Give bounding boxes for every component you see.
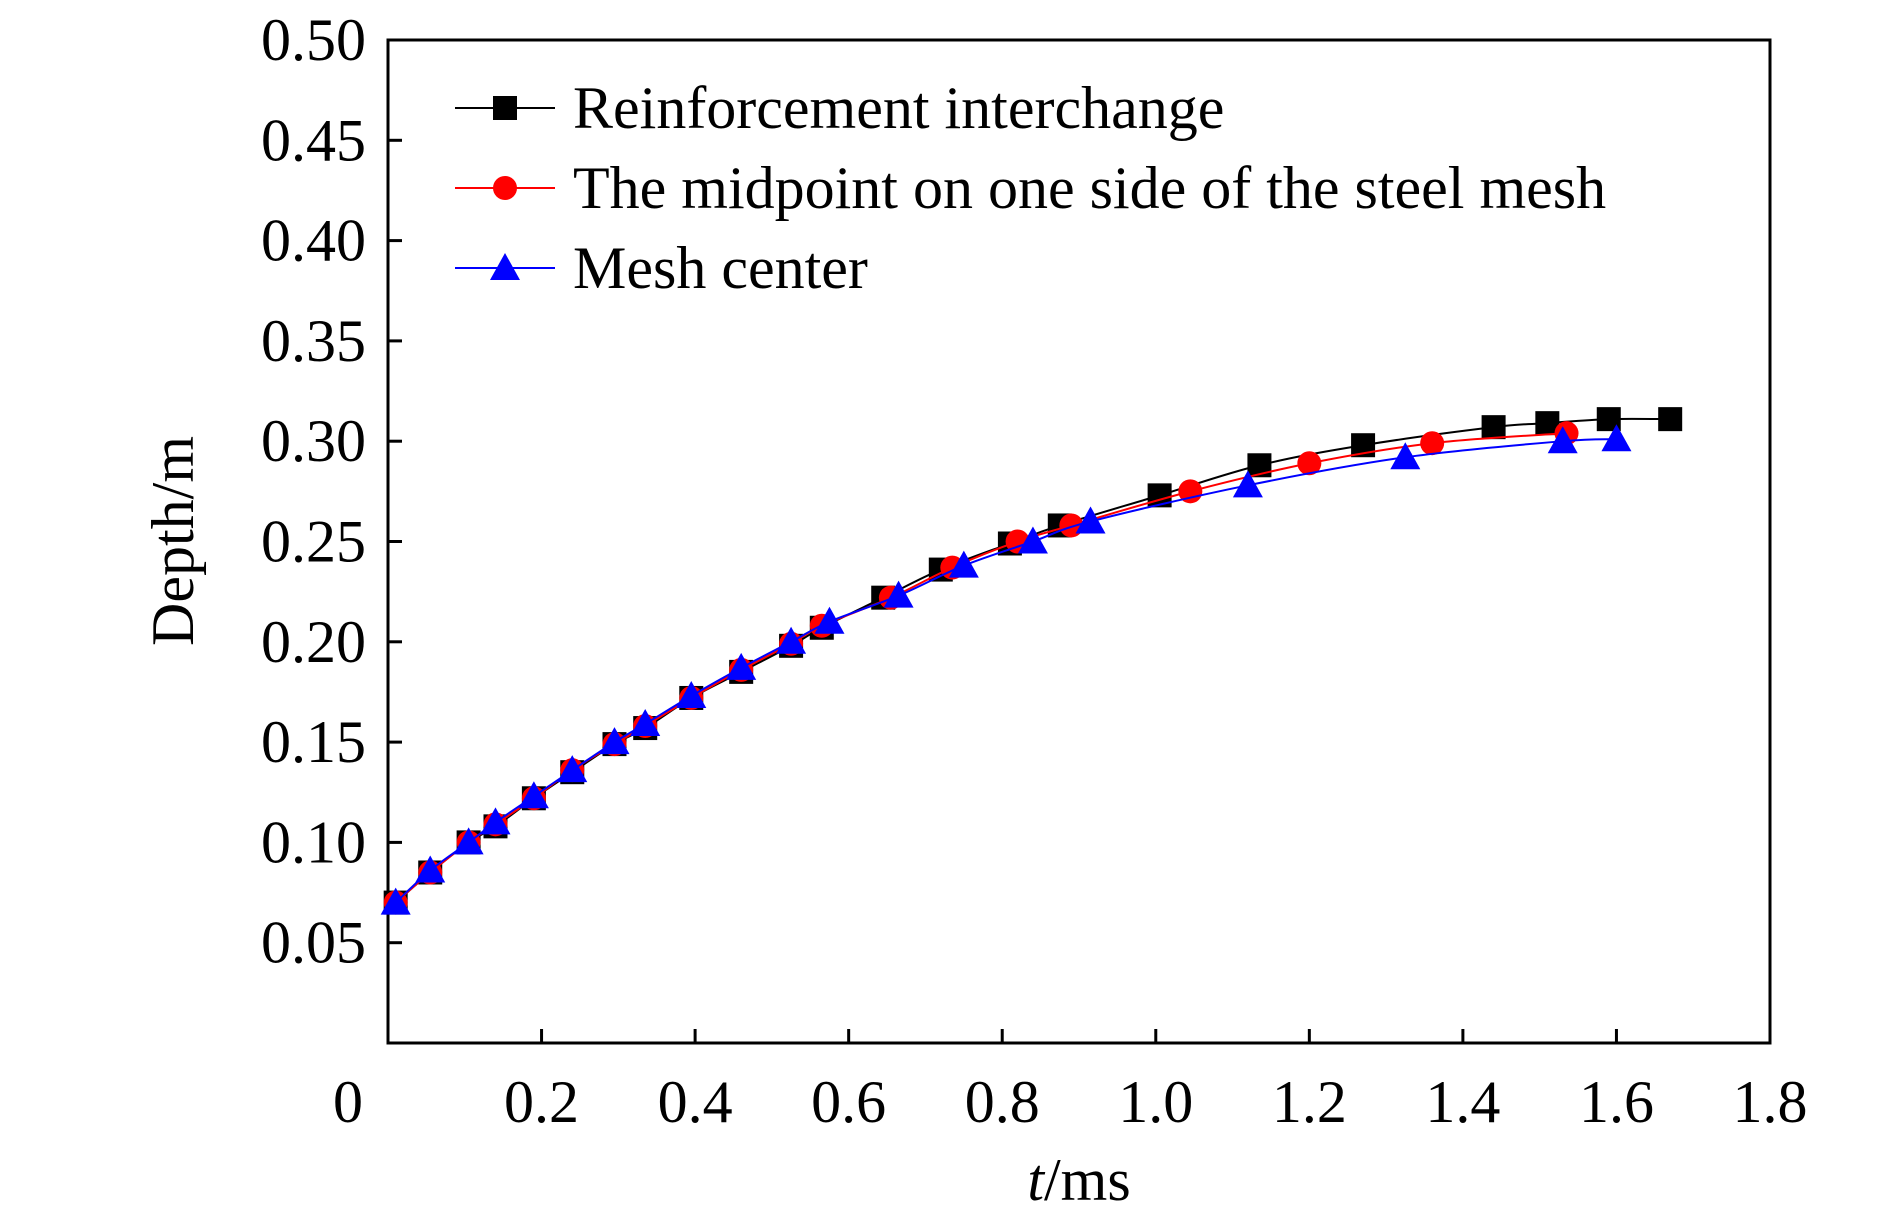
y-tick-label: 0.40 <box>261 208 366 274</box>
x-tick-label: 0 <box>333 1069 363 1135</box>
y-tick-label: 0.35 <box>261 308 366 374</box>
legend-item: The midpoint on one side of the steel me… <box>455 155 1606 221</box>
data-point <box>1601 424 1632 452</box>
data-point <box>1547 426 1578 454</box>
series-line <box>394 438 1617 904</box>
y-tick-label: 0.15 <box>261 709 366 775</box>
data-point <box>518 781 549 809</box>
legend-item: Mesh center <box>455 235 868 301</box>
x-tick-label: 1.8 <box>1733 1069 1808 1135</box>
data-point <box>1178 479 1203 504</box>
data-point <box>415 855 446 883</box>
data-point <box>1017 526 1048 554</box>
legend-item: Reinforcement interchange <box>455 75 1224 141</box>
data-point <box>948 550 979 578</box>
data-point <box>1420 431 1445 456</box>
data-point <box>883 580 914 608</box>
series-layer <box>380 407 1683 915</box>
y-tick-label: 0.30 <box>261 408 366 474</box>
y-axis-label: Depth/m <box>140 436 206 646</box>
data-point <box>630 709 661 737</box>
data-point <box>1390 442 1421 470</box>
legend-marker <box>493 96 517 120</box>
x-axis-ticks: 0 0.2 0.4 0.6 0.8 1.0 1.2 1.4 1.6 1.8 <box>333 1029 1808 1135</box>
data-point <box>1481 415 1506 440</box>
x-axis-label: t/ms <box>1027 1147 1130 1211</box>
x-tick-label: 1.2 <box>1272 1069 1347 1135</box>
x-tick-label: 0.4 <box>658 1069 733 1135</box>
series-3 <box>380 424 1632 915</box>
x-tick-label: 0.2 <box>504 1069 579 1135</box>
legend-label: The midpoint on one side of the steel me… <box>573 155 1606 221</box>
y-tick-label: 0.05 <box>261 910 366 976</box>
x-tick-label: 1.6 <box>1579 1069 1654 1135</box>
data-point <box>599 727 630 755</box>
data-point <box>676 680 707 708</box>
legend-label: Mesh center <box>573 235 868 301</box>
x-axis-label-unit: /ms <box>1044 1147 1131 1211</box>
data-point <box>776 626 807 654</box>
x-tick-label: 0.8 <box>965 1069 1040 1135</box>
data-point <box>1232 470 1263 498</box>
y-tick-label: 0.25 <box>261 509 366 575</box>
data-point <box>380 887 411 915</box>
y-tick-label: 0.50 <box>261 7 366 73</box>
legend-marker <box>493 176 517 200</box>
legend-label: Reinforcement interchange <box>573 75 1224 141</box>
data-point <box>1075 506 1106 534</box>
y-tick-label: 0.45 <box>261 107 366 173</box>
data-point <box>726 652 757 680</box>
data-point <box>814 606 845 634</box>
x-tick-label: 1.4 <box>1425 1069 1500 1135</box>
y-tick-label: 0.10 <box>261 809 366 875</box>
data-point <box>557 755 588 783</box>
y-tick-label: 0.20 <box>261 609 366 675</box>
data-point <box>1658 407 1683 432</box>
legend-marker <box>490 253 520 280</box>
data-point <box>453 827 484 855</box>
legend: Reinforcement interchange The midpoint on… <box>455 75 1606 301</box>
data-point <box>1297 451 1322 476</box>
data-point <box>480 807 511 835</box>
x-tick-label: 0.6 <box>811 1069 886 1135</box>
x-axis-label-italic: t <box>1027 1147 1045 1211</box>
y-axis-ticks: 0.05 0.10 0.15 0.20 0.25 0.30 0.35 0.40 0.45 0.50 <box>261 7 402 976</box>
x-tick-label: 1.0 <box>1118 1069 1193 1135</box>
